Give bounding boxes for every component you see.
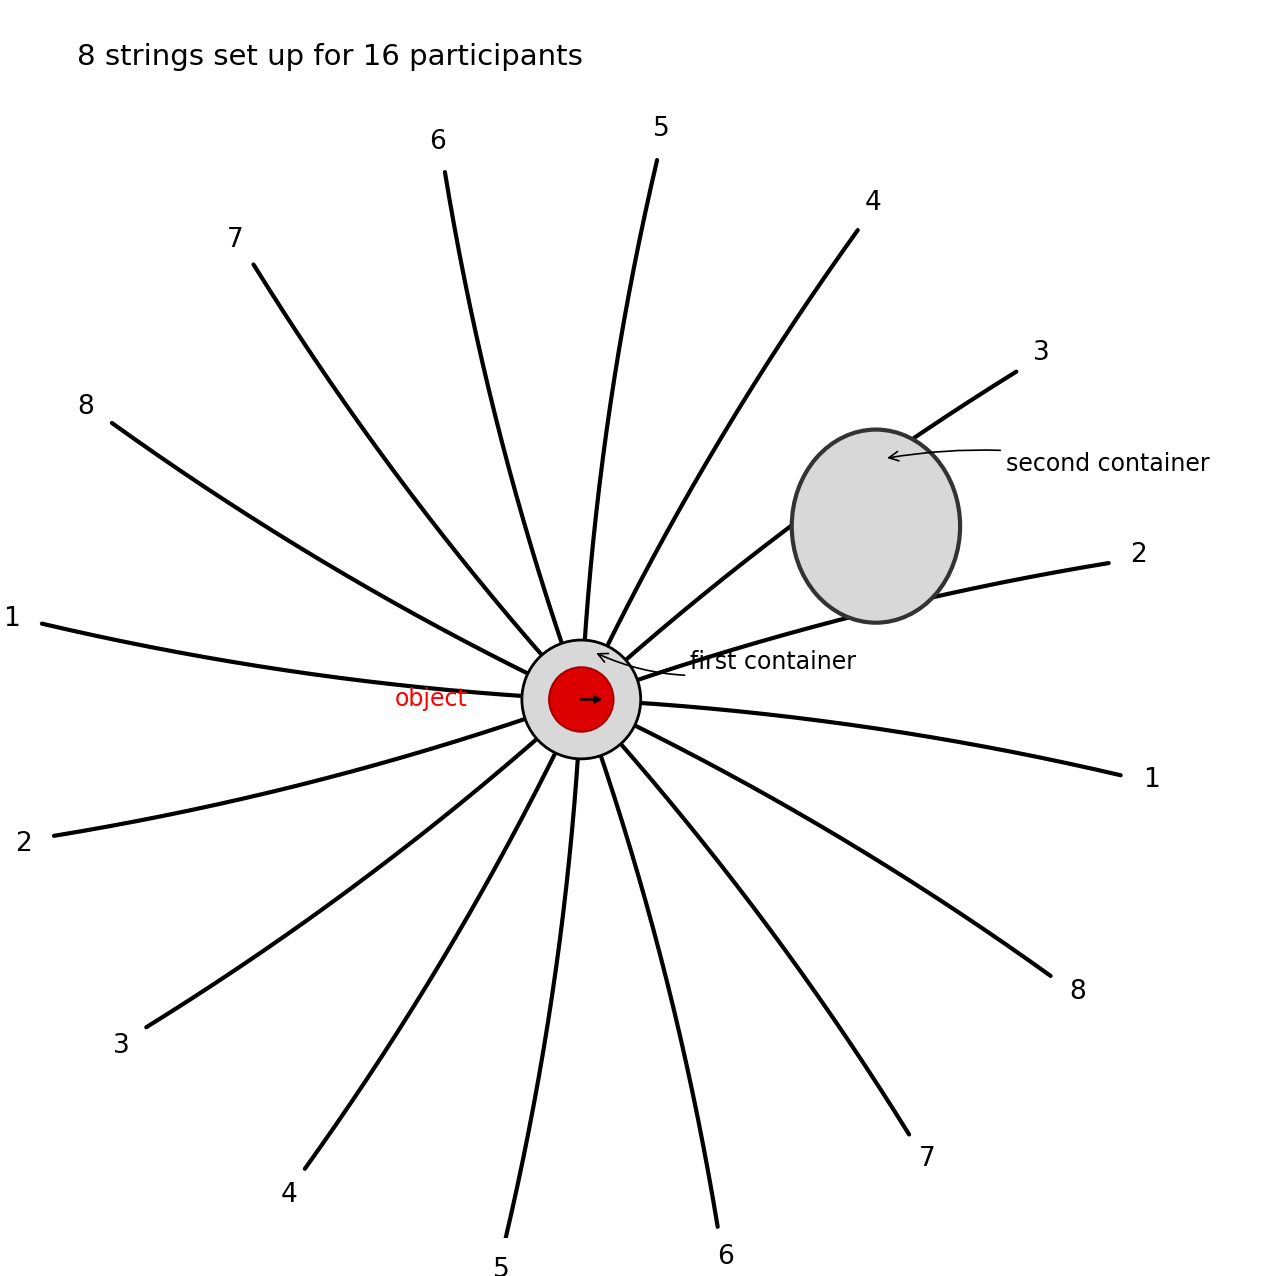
Text: 1: 1 bbox=[1142, 767, 1160, 792]
Text: 1: 1 bbox=[3, 606, 19, 633]
Text: 3: 3 bbox=[1033, 339, 1049, 366]
Ellipse shape bbox=[792, 430, 960, 623]
Text: 3: 3 bbox=[113, 1032, 130, 1059]
Text: 6: 6 bbox=[717, 1244, 734, 1270]
Text: 5: 5 bbox=[493, 1257, 510, 1276]
Circle shape bbox=[521, 641, 641, 759]
Text: 8: 8 bbox=[1068, 979, 1086, 1004]
Circle shape bbox=[550, 667, 613, 731]
Text: first container: first container bbox=[598, 651, 857, 675]
Text: 2: 2 bbox=[1130, 542, 1148, 568]
Text: 6: 6 bbox=[428, 129, 445, 156]
Text: 5: 5 bbox=[653, 116, 669, 143]
Text: 4: 4 bbox=[864, 190, 882, 217]
Text: 2: 2 bbox=[15, 831, 32, 856]
Text: 8 strings set up for 16 participants: 8 strings set up for 16 participants bbox=[78, 43, 584, 71]
Text: 7: 7 bbox=[227, 227, 244, 253]
Text: 4: 4 bbox=[280, 1183, 297, 1208]
Text: 7: 7 bbox=[919, 1146, 936, 1173]
Text: 8: 8 bbox=[76, 394, 93, 420]
Text: object: object bbox=[394, 688, 468, 712]
Text: second container: second container bbox=[889, 450, 1210, 476]
